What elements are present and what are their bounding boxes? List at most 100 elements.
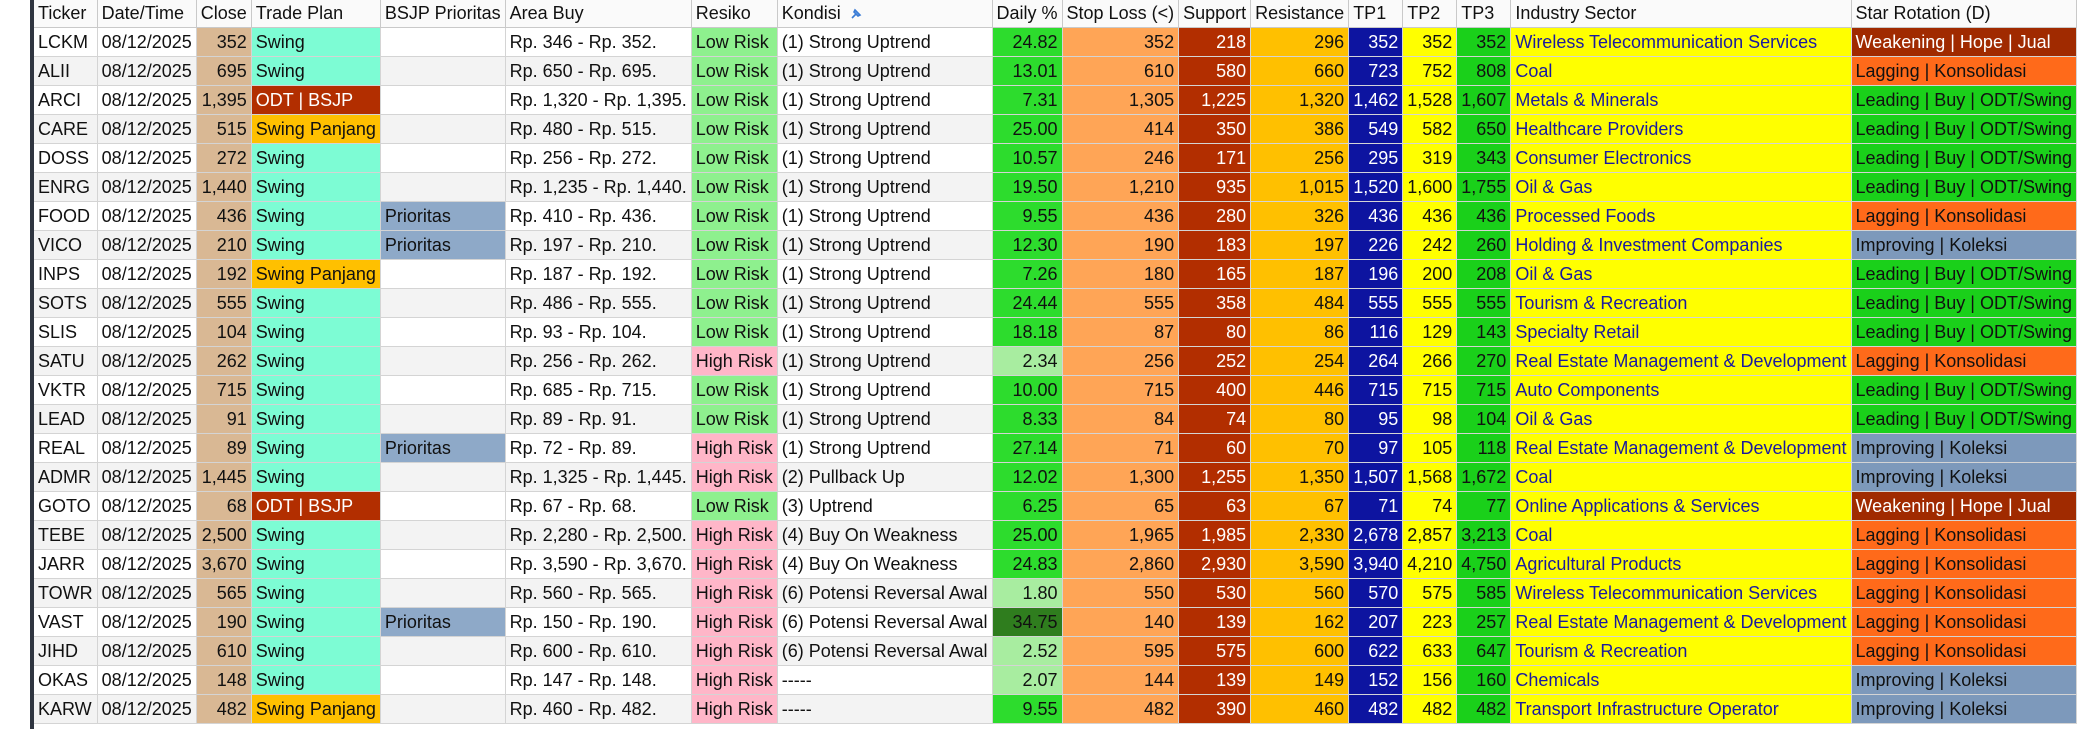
table-row[interactable]: SATU 08/12/2025 262 Swing Rp. 256 - Rp. 262.… [34,346,2077,376]
trade-plan-cell[interactable]: Swing Panjang [251,694,381,724]
date-cell[interactable]: 08/12/2025 [97,491,197,521]
tp2-cell[interactable]: 555 [1402,288,1458,318]
column-header[interactable]: Kondisi [777,0,993,28]
tp3-cell[interactable]: 260 [1456,230,1512,260]
column-header[interactable]: Resiko [691,0,778,28]
daily-percent-cell[interactable]: 10.00 [992,375,1063,405]
risk-cell[interactable]: Low Risk [691,27,778,57]
column-header[interactable]: TP1 [1348,0,1404,28]
risk-cell[interactable]: Low Risk [691,56,778,86]
ticker-cell[interactable]: TOWR [34,578,98,608]
risk-cell[interactable]: High Risk [691,636,778,666]
kondisi-cell[interactable]: (1) Strong Uptrend [777,230,993,260]
stop-loss-cell[interactable]: 140 [1062,607,1180,637]
table-row[interactable]: INPS 08/12/2025 192 Swing Panjang Rp. 187 - … [34,259,2077,289]
bsjp-prioritas-cell[interactable] [380,143,506,173]
stop-loss-cell[interactable]: 65 [1062,491,1180,521]
trade-plan-cell[interactable]: Swing [251,433,381,463]
bsjp-prioritas-cell[interactable] [380,85,506,115]
bsjp-prioritas-cell[interactable]: Prioritas [380,230,506,260]
tp2-cell[interactable]: 633 [1402,636,1458,666]
support-cell[interactable]: 280 [1178,201,1252,231]
stop-loss-cell[interactable]: 144 [1062,665,1180,695]
ticker-cell[interactable]: INPS [34,259,98,289]
tp1-cell[interactable]: 152 [1348,665,1404,695]
resistance-cell[interactable]: 86 [1250,317,1350,347]
kondisi-cell[interactable]: (1) Strong Uptrend [777,346,993,376]
tp3-cell[interactable]: 118 [1456,433,1512,463]
tp3-cell[interactable]: 1,607 [1456,85,1512,115]
resistance-cell[interactable]: 3,590 [1250,549,1350,579]
industry-sector-cell[interactable]: Wireless Telecommunication Services [1510,578,1852,608]
resistance-cell[interactable]: 484 [1250,288,1350,318]
industry-sector-cell[interactable]: Real Estate Management & Development [1510,433,1852,463]
industry-sector-cell[interactable]: Oil & Gas [1510,404,1852,434]
industry-sector-cell[interactable]: Tourism & Recreation [1510,636,1852,666]
close-cell[interactable]: 2,500 [196,520,252,550]
ticker-cell[interactable]: ARCI [34,85,98,115]
industry-sector-cell[interactable]: Real Estate Management & Development [1510,346,1852,376]
star-rotation-cell[interactable]: Improving | Koleksi [1851,462,2077,492]
area-buy-cell[interactable]: Rp. 3,590 - Rp. 3,670. [505,549,692,579]
table-row[interactable]: SLIS 08/12/2025 104 Swing Rp. 93 - Rp. 104. L… [34,317,2077,347]
tp1-cell[interactable]: 97 [1348,433,1404,463]
table-row[interactable]: FOOD 08/12/2025 436 Swing Prioritas Rp. 410 -… [34,201,2077,231]
tp2-cell[interactable]: 129 [1402,317,1458,347]
daily-percent-cell[interactable]: 24.44 [992,288,1063,318]
bsjp-prioritas-cell[interactable] [380,404,506,434]
column-header[interactable]: Date/Time [97,0,197,28]
date-cell[interactable]: 08/12/2025 [97,85,197,115]
close-cell[interactable]: 555 [196,288,252,318]
support-cell[interactable]: 2,930 [1178,549,1252,579]
table-row[interactable]: SOTS 08/12/2025 555 Swing Rp. 486 - Rp. 555.… [34,288,2077,318]
resistance-cell[interactable]: 1,320 [1250,85,1350,115]
close-cell[interactable]: 272 [196,143,252,173]
tp3-cell[interactable]: 555 [1456,288,1512,318]
risk-cell[interactable]: High Risk [691,433,778,463]
risk-cell[interactable]: Low Risk [691,404,778,434]
tp1-cell[interactable]: 116 [1348,317,1404,347]
area-buy-cell[interactable]: Rp. 460 - Rp. 482. [505,694,692,724]
area-buy-cell[interactable]: Rp. 486 - Rp. 555. [505,288,692,318]
kondisi-cell[interactable]: (1) Strong Uptrend [777,143,993,173]
ticker-cell[interactable]: SLIS [34,317,98,347]
tp3-cell[interactable]: 1,672 [1456,462,1512,492]
resistance-cell[interactable]: 162 [1250,607,1350,637]
industry-sector-cell[interactable]: Tourism & Recreation [1510,288,1852,318]
date-cell[interactable]: 08/12/2025 [97,317,197,347]
date-cell[interactable]: 08/12/2025 [97,694,197,724]
pin-icon[interactable] [849,7,863,21]
tp1-cell[interactable]: 71 [1348,491,1404,521]
risk-cell[interactable]: High Risk [691,462,778,492]
industry-sector-cell[interactable]: Transport Infrastructure Operator [1510,694,1852,724]
date-cell[interactable]: 08/12/2025 [97,172,197,202]
support-cell[interactable]: 1,255 [1178,462,1252,492]
table-row[interactable]: ARCI 08/12/2025 1,395 ODT | BSJP Rp. 1,320 -… [34,85,2077,115]
ticker-cell[interactable]: ALII [34,56,98,86]
resistance-cell[interactable]: 187 [1250,259,1350,289]
risk-cell[interactable]: High Risk [691,520,778,550]
daily-percent-cell[interactable]: 12.02 [992,462,1063,492]
close-cell[interactable]: 1,395 [196,85,252,115]
bsjp-prioritas-cell[interactable] [380,259,506,289]
tp1-cell[interactable]: 715 [1348,375,1404,405]
kondisi-cell[interactable]: ----- [777,665,993,695]
resistance-cell[interactable]: 460 [1250,694,1350,724]
tp2-cell[interactable]: 582 [1402,114,1458,144]
kondisi-cell[interactable]: (1) Strong Uptrend [777,433,993,463]
close-cell[interactable]: 565 [196,578,252,608]
tp1-cell[interactable]: 1,520 [1348,172,1404,202]
daily-percent-cell[interactable]: 9.55 [992,201,1063,231]
risk-cell[interactable]: High Risk [691,549,778,579]
tp2-cell[interactable]: 1,528 [1402,85,1458,115]
trade-plan-cell[interactable]: Swing [251,462,381,492]
trade-plan-cell[interactable]: Swing [251,172,381,202]
support-cell[interactable]: 580 [1178,56,1252,86]
tp1-cell[interactable]: 549 [1348,114,1404,144]
area-buy-cell[interactable]: Rp. 67 - Rp. 68. [505,491,692,521]
risk-cell[interactable]: Low Risk [691,259,778,289]
table-row[interactable]: JIHD 08/12/2025 610 Swing Rp. 600 - Rp. 610.… [34,636,2077,666]
tp3-cell[interactable]: 808 [1456,56,1512,86]
star-rotation-cell[interactable]: Leading | Buy | ODT/Swing [1851,114,2077,144]
resistance-cell[interactable]: 70 [1250,433,1350,463]
